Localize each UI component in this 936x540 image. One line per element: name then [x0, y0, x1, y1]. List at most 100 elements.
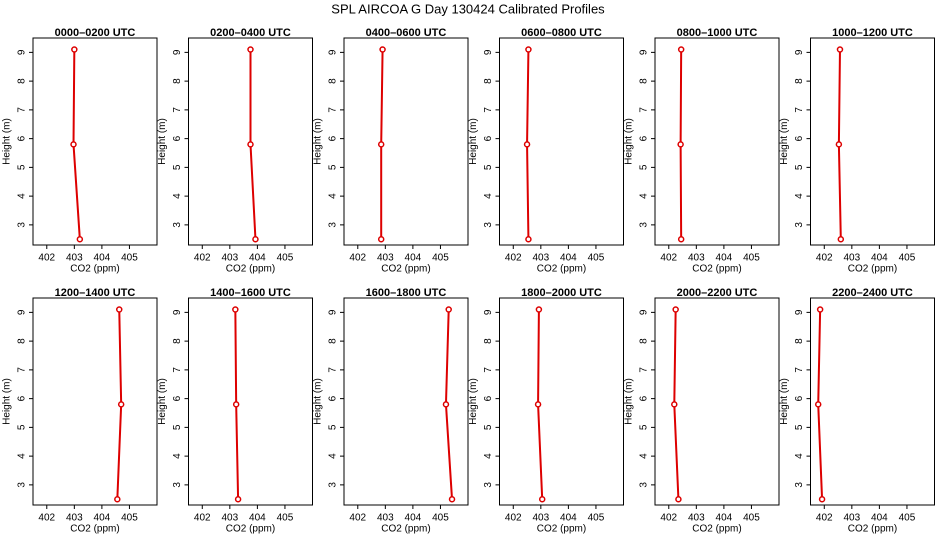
y-tick-label: 9: [328, 49, 339, 55]
y-tick-label: 6: [17, 135, 28, 141]
y-tick-label: 9: [483, 49, 494, 55]
y-tick-label: 9: [639, 309, 650, 315]
y-tick-label: 9: [17, 49, 28, 55]
profile-point: [534, 401, 542, 408]
x-axis-label: CO2 (ppm): [692, 524, 741, 535]
profile-point: [818, 496, 826, 503]
y-tick-label: 5: [483, 164, 494, 170]
x-tick-label: 402: [349, 253, 366, 264]
y-tick-label: 9: [794, 49, 805, 55]
y-tick-label: 4: [794, 453, 805, 459]
y-tick-label: 6: [639, 395, 650, 401]
profile-point: [232, 306, 239, 313]
x-tick-label: 404: [871, 253, 888, 264]
y-tick-label: 6: [794, 135, 805, 141]
y-tick-label: 3: [639, 482, 650, 488]
x-axis-label: CO2 (ppm): [226, 264, 275, 275]
profile-point: [836, 46, 844, 53]
y-tick-label: 4: [794, 193, 805, 199]
main-title: SPL AIRCOA G Day 130424 Calibrated Profi…: [331, 1, 605, 16]
y-tick-label: 3: [794, 222, 805, 228]
x-tick-label: 405: [588, 253, 605, 264]
y-tick-label: 3: [328, 222, 339, 228]
x-tick-label: 405: [432, 513, 449, 524]
y-tick-label: 3: [328, 482, 339, 488]
x-tick-label: 402: [38, 253, 55, 264]
x-tick-label: 404: [249, 253, 266, 264]
profile-point: [377, 236, 385, 243]
y-tick-label: 6: [794, 395, 805, 401]
x-axis-label: CO2 (ppm): [537, 524, 586, 535]
x-axis-label: CO2 (ppm): [70, 264, 119, 275]
profile-point: [234, 496, 242, 503]
y-tick-label: 4: [639, 193, 650, 199]
y-axis-label: Height (m): [157, 378, 168, 425]
y-tick-label: 4: [483, 193, 494, 199]
panel-title: 1600–1800 UTC: [366, 287, 447, 299]
y-tick-label: 5: [483, 424, 494, 430]
profile-point: [814, 401, 822, 408]
x-axis-label: CO2 (ppm): [381, 264, 430, 275]
profile-point: [448, 496, 456, 503]
x-tick-label: 403: [221, 253, 238, 264]
panel-title: 1200–1400 UTC: [55, 287, 136, 299]
y-tick-label: 7: [328, 107, 339, 113]
x-tick-label: 402: [660, 513, 677, 524]
y-tick-label: 5: [328, 424, 339, 430]
x-tick-label: 405: [899, 513, 916, 524]
x-axis-label: CO2 (ppm): [537, 264, 586, 275]
y-tick-label: 7: [328, 367, 339, 373]
x-axis-label: CO2 (ppm): [70, 524, 119, 535]
profile-point: [71, 46, 78, 53]
plot-frame: [32, 297, 158, 506]
profile-point: [677, 236, 685, 243]
panel-title: 2200–2400 UTC: [832, 287, 913, 299]
y-tick-label: 4: [328, 453, 339, 459]
profile-point: [76, 236, 84, 243]
plot-frame: [343, 37, 469, 246]
y-tick-label: 7: [172, 107, 183, 113]
x-tick-label: 403: [66, 253, 83, 264]
y-tick-label: 7: [483, 107, 494, 113]
y-tick-label: 3: [483, 482, 494, 488]
profile-point: [525, 46, 532, 53]
y-tick-label: 3: [639, 222, 650, 228]
y-tick-label: 3: [17, 222, 28, 228]
y-axis-label: Height (m): [624, 118, 635, 165]
y-tick-label: 9: [483, 309, 494, 315]
profile-point: [117, 401, 125, 408]
x-tick-label: 402: [349, 513, 366, 524]
x-tick-label: 402: [660, 253, 677, 264]
y-tick-label: 6: [172, 395, 183, 401]
y-tick-label: 6: [172, 135, 183, 141]
panel-title: 2000–2200 UTC: [677, 287, 758, 299]
y-tick-label: 5: [172, 424, 183, 430]
profile-point: [115, 306, 123, 313]
profile-point: [677, 46, 685, 53]
x-tick-label: 404: [249, 513, 266, 524]
profile-point: [379, 46, 386, 53]
panel-title: 0200–0400 UTC: [210, 27, 291, 39]
y-tick-label: 3: [483, 222, 494, 228]
x-axis-label: CO2 (ppm): [692, 264, 741, 275]
y-tick-label: 7: [17, 367, 28, 373]
y-tick-label: 4: [328, 193, 339, 199]
plot-frame: [32, 37, 158, 246]
y-tick-label: 8: [17, 338, 28, 344]
y-tick-label: 7: [483, 367, 494, 373]
plot-frame: [654, 297, 780, 506]
x-tick-label: 404: [94, 253, 111, 264]
x-tick-label: 405: [277, 513, 294, 524]
y-tick-label: 7: [794, 367, 805, 373]
profile-point: [675, 496, 682, 503]
y-tick-label: 7: [794, 107, 805, 113]
y-axis-label: Height (m): [624, 378, 635, 425]
plot-frame: [343, 297, 469, 506]
profile-point: [672, 306, 679, 313]
x-tick-label: 402: [816, 253, 833, 264]
x-tick-label: 405: [743, 253, 760, 264]
x-tick-label: 405: [121, 253, 138, 264]
panel-title: 1800–2000 UTC: [521, 287, 602, 299]
